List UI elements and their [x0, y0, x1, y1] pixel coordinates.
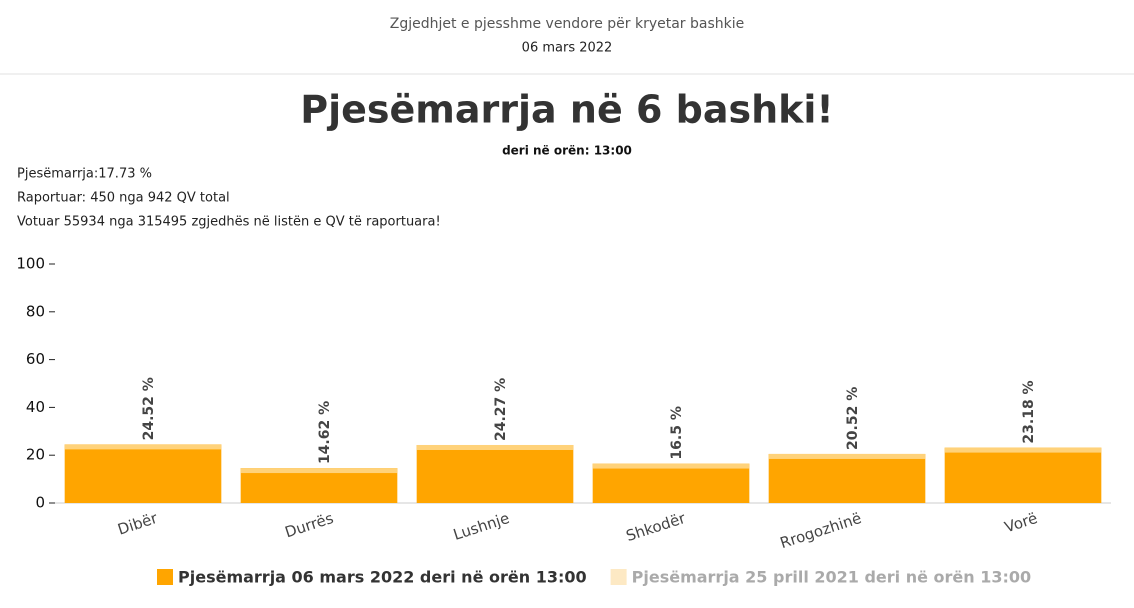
data-label: 24.52 %	[141, 377, 157, 440]
y-tick-label: 20	[26, 446, 45, 464]
x-tick-label: Rrogozhinë	[778, 509, 864, 552]
data-label: 24.27 %	[493, 378, 509, 441]
header-title: Zgjedhjet e pjesshme vendore për kryetar…	[390, 16, 745, 32]
legend-label: Pjesëmarrja 06 mars 2022 deri në orën 13…	[178, 568, 587, 587]
y-tick-label: 100	[16, 255, 45, 273]
data-label: 16.5 %	[669, 406, 685, 459]
y-tick-label: 40	[26, 398, 45, 416]
x-tick-label: Shkodër	[624, 509, 689, 545]
bar	[240, 468, 398, 503]
x-tick-label: Lushnje	[451, 509, 512, 544]
bar-highlight	[64, 444, 222, 450]
bar	[592, 463, 750, 503]
bar-highlight	[592, 463, 750, 469]
legend-label: Pjesëmarrja 25 prill 2021 deri në orën 1…	[632, 568, 1032, 587]
bar-highlight	[944, 447, 1102, 453]
bar-highlight	[416, 444, 574, 450]
info-line: Pjesëmarrja:17.73 %	[17, 167, 152, 182]
x-tick-label: Vorë	[1002, 509, 1039, 536]
bar	[64, 444, 222, 503]
bar	[416, 444, 574, 503]
bar	[944, 447, 1102, 503]
chart-subtitle: deri në orën: 13:00	[502, 144, 632, 158]
y-tick-label: 0	[35, 494, 45, 512]
bar	[768, 453, 926, 503]
legend-swatch	[610, 569, 627, 585]
legend-swatch	[157, 569, 173, 585]
x-tick-label: Dibër	[115, 509, 160, 539]
y-tick-label: 60	[26, 350, 45, 368]
info-line: Raportuar: 450 nga 942 QV total	[17, 191, 230, 206]
bar-highlight	[240, 468, 398, 474]
header-date: 06 mars 2022	[522, 41, 613, 56]
bar-highlight	[768, 453, 926, 459]
chart-title: Pjesëmarrja në 6 bashki!	[300, 88, 834, 132]
info-line: Votuar 55934 nga 315495 zgjedhës në list…	[17, 215, 441, 230]
data-label: 20.52 %	[845, 387, 861, 450]
data-label: 14.62 %	[317, 401, 333, 464]
data-label: 23.18 %	[1021, 380, 1037, 443]
y-tick-label: 80	[26, 302, 45, 320]
x-tick-label: Durrës	[283, 509, 336, 542]
